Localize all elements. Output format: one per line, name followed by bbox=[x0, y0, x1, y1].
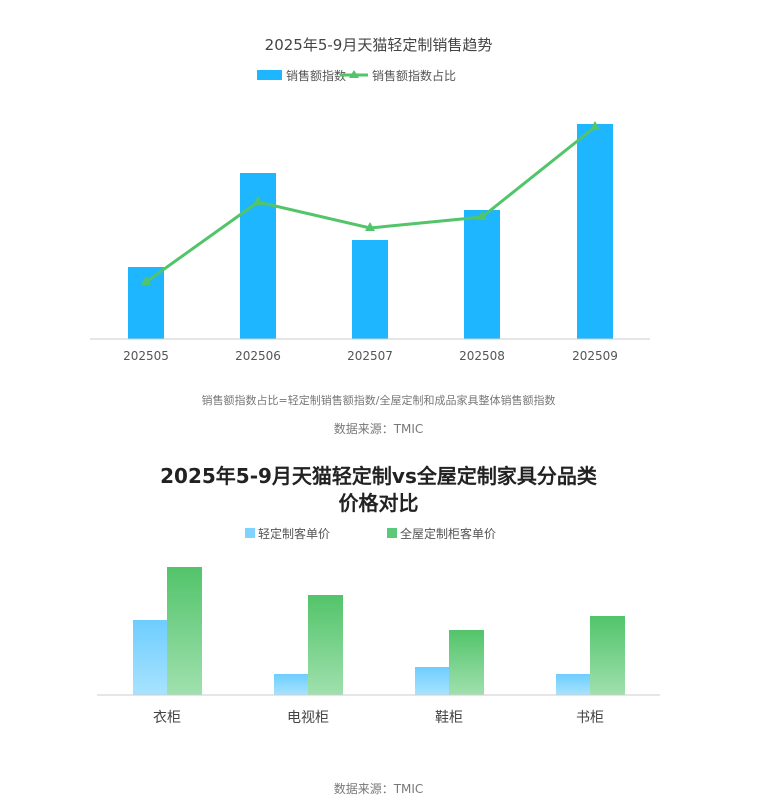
bar-202509 bbox=[577, 124, 613, 339]
line-point-202509 bbox=[590, 121, 600, 130]
chart1-title: 2025年5-9月天猫轻定制销售趋势 bbox=[264, 36, 493, 54]
x-tick-label: 书柜 bbox=[576, 710, 604, 726]
chart2-title-line2: 价格对比 bbox=[338, 491, 419, 515]
x-tick-label: 202505 bbox=[123, 349, 169, 363]
chart2-source: 数据来源：TMIC bbox=[333, 782, 424, 796]
legend-label-full: 全屋定制柜客单价 bbox=[400, 526, 496, 541]
x-tick-label: 202509 bbox=[572, 349, 618, 363]
legend-marker-line bbox=[349, 70, 359, 78]
bar-full-电视柜 bbox=[308, 595, 343, 695]
bar-full-鞋柜 bbox=[449, 630, 484, 695]
legend-label-light: 轻定制客单价 bbox=[258, 526, 330, 541]
bar-light-鞋柜 bbox=[415, 667, 449, 695]
chart2-title-line1: 2025年5-9月天猫轻定制vs全屋定制家具分品类 bbox=[160, 464, 597, 488]
chart1-source: 数据来源：TMIC bbox=[333, 422, 424, 436]
bar-light-书柜 bbox=[556, 674, 590, 695]
x-tick-label: 衣柜 bbox=[153, 710, 181, 726]
line-point-202508 bbox=[477, 211, 487, 220]
bar-light-电视柜 bbox=[274, 674, 308, 695]
bar-full-书柜 bbox=[590, 616, 625, 695]
x-tick-label: 202508 bbox=[459, 349, 505, 363]
legend-swatch-bar bbox=[257, 70, 282, 80]
line-point-202505 bbox=[141, 276, 151, 285]
x-tick-label: 202506 bbox=[235, 349, 281, 363]
line-point-202507 bbox=[365, 222, 375, 231]
legend-swatch-light bbox=[245, 528, 255, 538]
x-tick-label: 202507 bbox=[347, 349, 393, 363]
legend-swatch-full bbox=[387, 528, 397, 538]
legend-label-line: 销售额指数占比 bbox=[372, 68, 456, 83]
bar-202508 bbox=[464, 210, 500, 339]
bar-full-衣柜 bbox=[167, 567, 202, 695]
legend-label-bar: 销售额指数 bbox=[286, 68, 346, 83]
chart1-note: 销售额指数占比=轻定制销售额指数/全屋定制和成品家具整体销售额指数 bbox=[201, 394, 556, 407]
x-tick-label: 电视柜 bbox=[287, 710, 329, 726]
bar-202507 bbox=[352, 240, 388, 339]
x-tick-label: 鞋柜 bbox=[435, 710, 463, 726]
line-point-202506 bbox=[253, 196, 263, 205]
bar-light-衣柜 bbox=[133, 620, 167, 695]
